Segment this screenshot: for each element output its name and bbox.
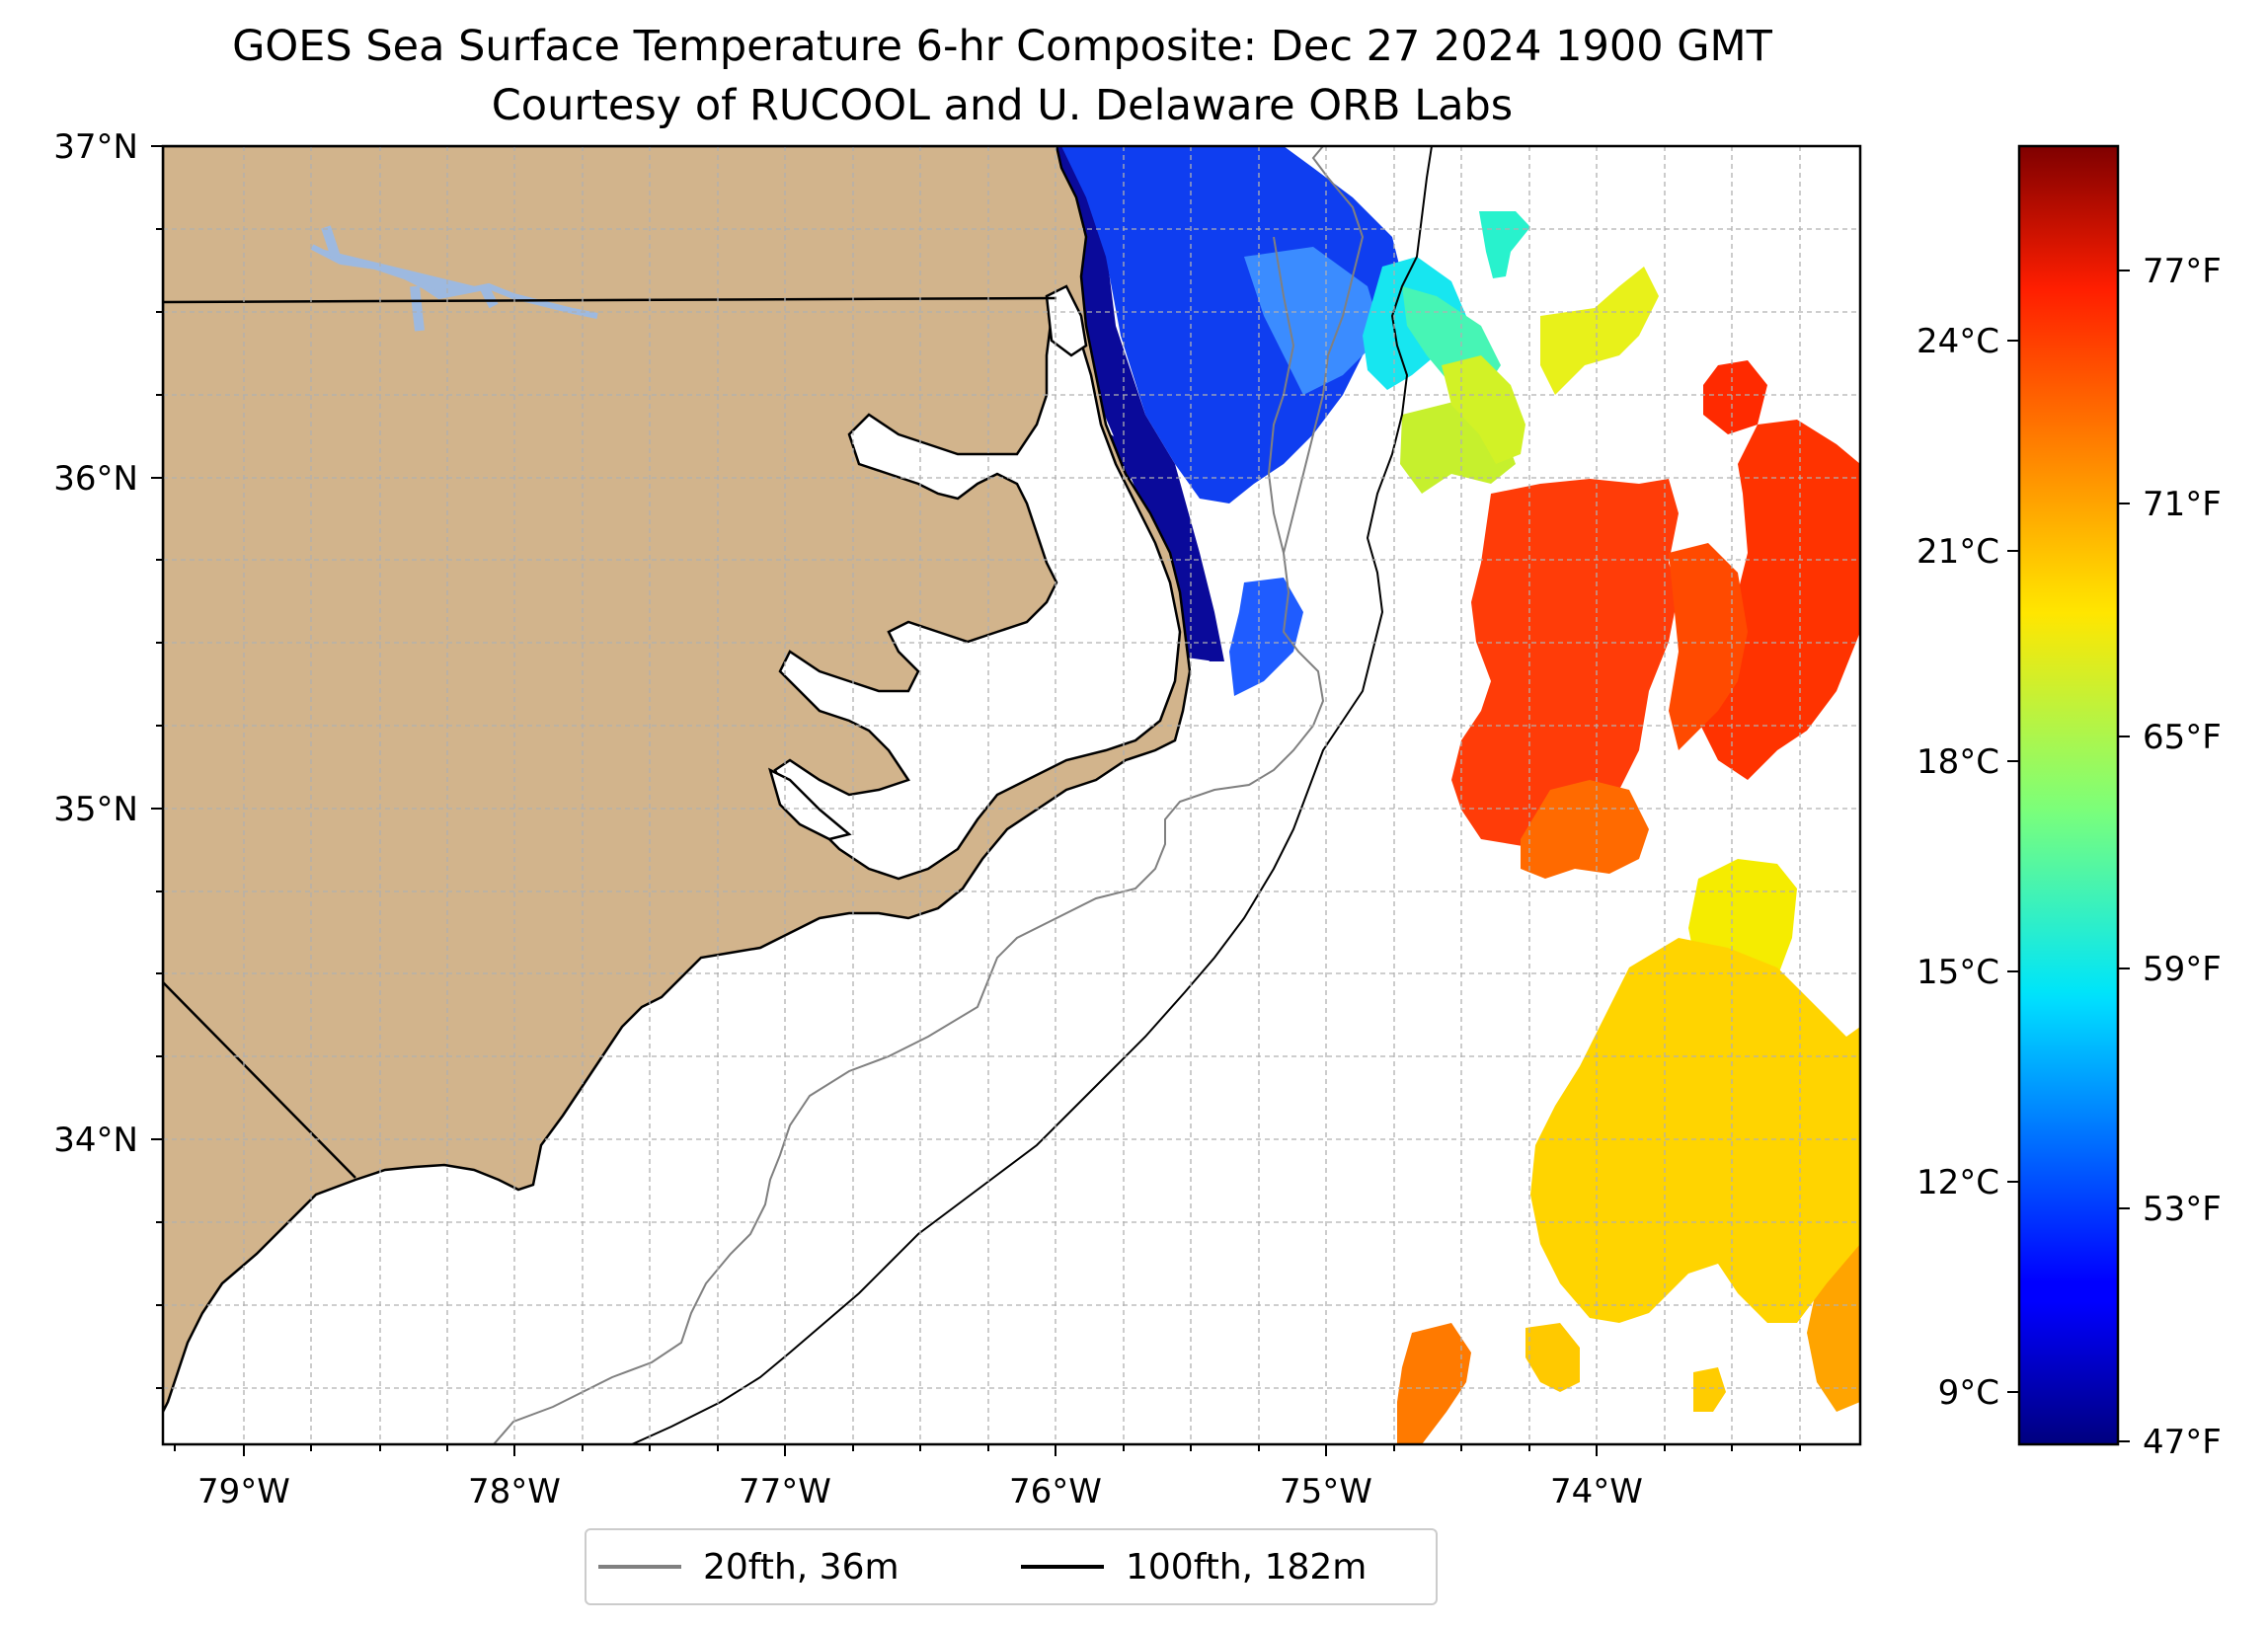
colorbar-celsius-label: 21°C [1916, 532, 1999, 572]
isobath-20fth [493, 146, 1365, 1444]
sst-patch-blue-cape [1229, 578, 1303, 696]
colorbar-fahrenheit-label: 53°F [2143, 1190, 2222, 1229]
sst-patch-red-middle [1669, 543, 1748, 750]
axis-ticks [151, 145, 1801, 1456]
legend: 20fth, 36m 100fth, 182m [585, 1528, 1438, 1605]
chart-title: GOES Sea Surface Temperature 6-hr Compos… [232, 22, 1772, 71]
colorbar-fahrenheit-label: 59°F [2143, 950, 2222, 989]
legend-swatch [598, 1565, 681, 1569]
nc-sc-border [163, 981, 356, 1179]
neuse-river [768, 767, 852, 841]
va-nc-border [163, 296, 1057, 304]
map-frame [161, 144, 1862, 1446]
lat-tick-label: 35°N [53, 790, 138, 829]
lat-tick-label: 37°N [53, 127, 138, 167]
sst-patch-orange-small-south [1397, 1323, 1471, 1444]
lon-tick-label: 74°W [1550, 1472, 1643, 1511]
colorbar-fahrenheit-label: 77°F [2143, 252, 2222, 291]
sst-patch-red-main [1451, 479, 1679, 849]
kerr-lake [310, 244, 598, 319]
colorbar-celsius-label: 9°C [1938, 1373, 1999, 1413]
isobath-20fth-north [1267, 236, 1295, 554]
colorbar-celsius-label: 12°C [1916, 1163, 1999, 1202]
sst-patch-gold-tiny [1693, 1367, 1726, 1412]
colorbar-fahrenheit-label: 65°F [2143, 718, 2222, 757]
colorbar-celsius-label: 15°C [1916, 953, 1999, 992]
sst-patch-orange-south-of-red [1521, 780, 1649, 879]
legend-item-100fth: 100fth, 182m [1021, 1530, 1367, 1603]
sst-patch-red-far-east [1698, 420, 1860, 780]
sst-patch-cyan-small [1479, 211, 1530, 278]
legend-item-20fth: 20fth, 36m [598, 1530, 899, 1603]
sst-patch-mid-blue [1244, 247, 1382, 395]
lon-tick-label: 76°W [1009, 1472, 1102, 1511]
lon-tick-label: 79°W [197, 1472, 290, 1511]
lat-tick-label: 34°N [53, 1121, 138, 1160]
sst-patch-yellowgreen-c [1540, 267, 1659, 395]
sst-patch-blue-north [1061, 146, 1402, 503]
lat-tick-label: 36°N [53, 459, 138, 499]
lon-tick-label: 77°W [739, 1472, 831, 1511]
sst-patch-yellowgreen-b [1442, 355, 1525, 464]
legend-label: 100fth, 182m [1126, 1546, 1368, 1587]
kerr-lake-arm [321, 225, 499, 332]
colorbar-fahrenheit-label: 47°F [2143, 1423, 2222, 1462]
legend-swatch [1021, 1565, 1104, 1569]
legend-label: 20fth, 36m [703, 1546, 899, 1587]
lon-tick-label: 78°W [468, 1472, 561, 1511]
lon-tick-label: 75°W [1280, 1472, 1372, 1511]
colorbar-celsius-label: 18°C [1916, 742, 1999, 782]
colorbar-fahrenheit-label: 71°F [2143, 485, 2222, 524]
albemarle-inlet [1045, 284, 1088, 357]
sst-patch-gold-main [1530, 938, 1860, 1323]
sst-patch-red-east [1703, 360, 1767, 434]
colorbar [2017, 144, 2120, 1446]
isobath-100fth [631, 146, 1433, 1444]
colorbar-ticks [2007, 270, 2130, 1442]
sst-patch-gold-small [1525, 1323, 1580, 1392]
chart-subtitle: Courtesy of RUCOOL and U. Delaware ORB L… [491, 81, 1514, 130]
colorbar-celsius-label: 24°C [1916, 322, 1999, 361]
gridlines [163, 146, 1860, 1444]
pamlico-sound [773, 314, 1182, 881]
